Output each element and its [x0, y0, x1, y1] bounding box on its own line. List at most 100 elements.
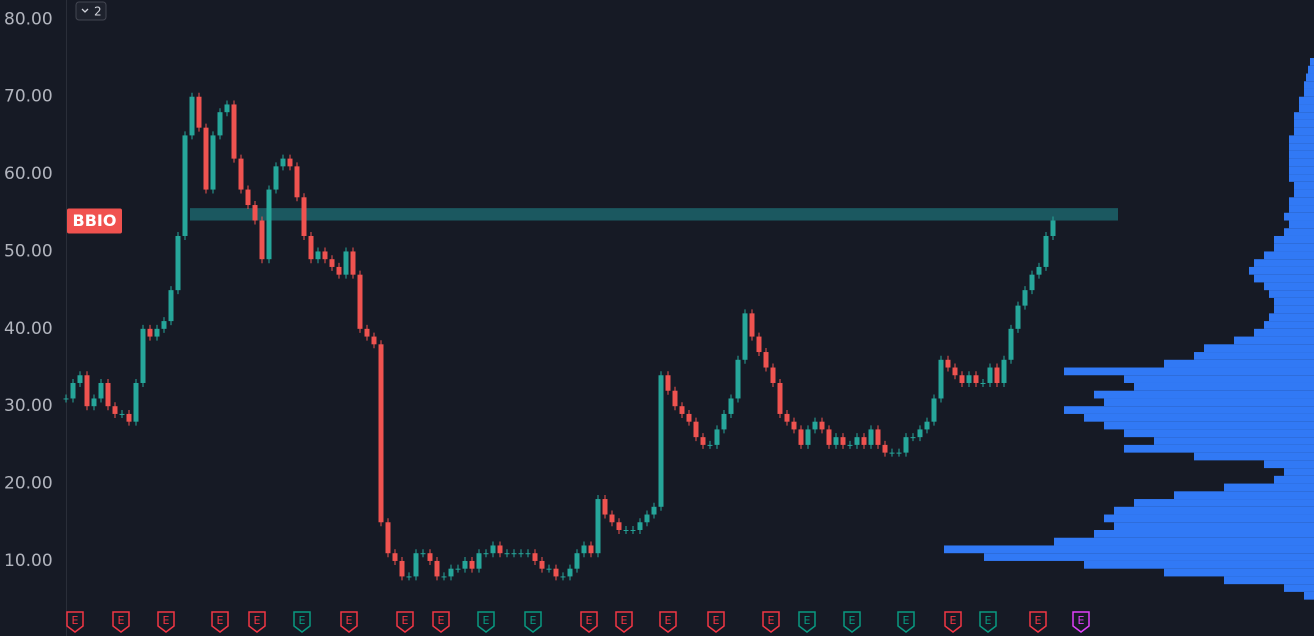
candle-body	[854, 437, 860, 445]
candle-body	[595, 499, 601, 554]
earnings-label: E	[72, 614, 79, 627]
volume-profile-bar	[1264, 282, 1314, 291]
earnings-marker[interactable]: E	[897, 611, 915, 633]
toggle-box[interactable]	[75, 1, 107, 21]
candle-body	[791, 421, 797, 430]
candle-body	[658, 375, 664, 507]
candle-body	[427, 553, 433, 561]
candle-body	[105, 382, 111, 407]
volume-profile-bar	[1264, 460, 1314, 469]
candle-body	[875, 429, 881, 445]
candle-body	[406, 576, 412, 578]
earnings-marker[interactable]: E	[843, 611, 861, 633]
earnings-marker[interactable]: E	[157, 611, 175, 633]
volume-profile-bar	[1284, 212, 1314, 221]
candle-body	[140, 328, 146, 383]
earnings-badge	[659, 611, 677, 633]
earnings-marker[interactable]: E	[293, 611, 311, 633]
volume-profile-bar	[1104, 514, 1314, 523]
volume-profile-bar	[1294, 181, 1314, 190]
earnings-marker[interactable]: E	[615, 611, 633, 633]
candle-body	[490, 545, 496, 554]
earnings-marker[interactable]: E	[66, 611, 84, 633]
y-tick-label: 60.00	[4, 164, 53, 184]
earnings-marker[interactable]: E	[112, 611, 130, 633]
candle-body	[252, 205, 258, 221]
volume-profile-bar	[1094, 530, 1314, 538]
earnings-badge	[580, 611, 598, 633]
series-toggle[interactable]: 2	[75, 1, 107, 21]
volume-profile-bar	[1064, 406, 1314, 414]
volume-profile-bar	[1094, 390, 1314, 399]
earnings-marker[interactable]: E	[340, 611, 358, 633]
candle-body	[63, 398, 69, 400]
resistance-zone	[190, 208, 1118, 221]
candle-body	[504, 553, 510, 555]
earnings-marker[interactable]: E	[798, 611, 816, 633]
candle-body	[686, 413, 692, 422]
volume-profile-bar	[1134, 382, 1314, 391]
earnings-marker[interactable]: E	[944, 611, 962, 633]
earnings-marker[interactable]: E	[477, 611, 495, 633]
volume-profile-bar	[1254, 328, 1314, 337]
earnings-label: E	[118, 614, 125, 627]
earnings-marker[interactable]: E	[979, 611, 997, 633]
candle-body	[952, 367, 958, 376]
earnings-label: E	[299, 614, 306, 627]
earnings-badge	[1072, 611, 1090, 633]
candle-body	[224, 104, 230, 113]
candle-body	[826, 429, 832, 445]
candle-body	[1036, 266, 1042, 275]
earnings-marker[interactable]: E	[1029, 611, 1047, 633]
earnings-label: E	[713, 614, 720, 627]
earnings-label: E	[438, 614, 445, 627]
earnings-marker[interactable]: E	[580, 611, 598, 633]
ticker-label: BBIO	[73, 211, 117, 230]
earnings-badge	[897, 611, 915, 633]
volume-profile-bar	[1264, 321, 1314, 329]
candle-body	[672, 390, 678, 407]
volume-profile-bar	[1274, 475, 1314, 484]
candle-body	[217, 112, 223, 136]
candle-body	[602, 499, 608, 515]
volume-profile-bar	[1289, 220, 1314, 229]
earnings-marker[interactable]: E	[1072, 611, 1090, 633]
candle-body	[343, 251, 349, 275]
earnings-marker[interactable]: E	[707, 611, 725, 633]
earnings-label: E	[1035, 614, 1042, 627]
candle-body	[462, 560, 468, 569]
earnings-badge	[944, 611, 962, 633]
candle-body	[133, 382, 139, 422]
candle-body	[77, 375, 83, 383]
earnings-badge	[340, 611, 358, 633]
candle-body	[434, 560, 440, 577]
volume-profile-bar	[1289, 143, 1314, 151]
candle-body	[539, 560, 545, 569]
volume-profile-bar	[1294, 112, 1314, 120]
candle-body	[707, 444, 713, 446]
earnings-badge	[112, 611, 130, 633]
earnings-label: E	[586, 614, 593, 627]
earnings-marker[interactable]: E	[248, 611, 266, 633]
earnings-marker[interactable]: E	[432, 611, 450, 633]
candle-body	[98, 382, 104, 399]
candle-body	[147, 328, 153, 337]
candle-body	[203, 127, 209, 190]
earnings-marker[interactable]: E	[396, 611, 414, 633]
earnings-marker[interactable]: E	[211, 611, 229, 633]
candle-body	[868, 429, 874, 445]
volume-profile-bar	[1304, 88, 1314, 97]
volume-profile-bar	[1249, 266, 1314, 275]
earnings-marker[interactable]: E	[524, 611, 542, 633]
earnings-marker[interactable]: E	[659, 611, 677, 633]
earnings-marker[interactable]: E	[762, 611, 780, 633]
candle-body	[469, 560, 475, 569]
volume-profile-bar	[1234, 336, 1314, 345]
candle-body	[966, 375, 972, 383]
candle-body	[1050, 220, 1056, 236]
candle-body	[756, 336, 762, 353]
earnings-label: E	[254, 614, 261, 627]
candle-body	[364, 328, 370, 337]
candle-body	[441, 576, 447, 578]
